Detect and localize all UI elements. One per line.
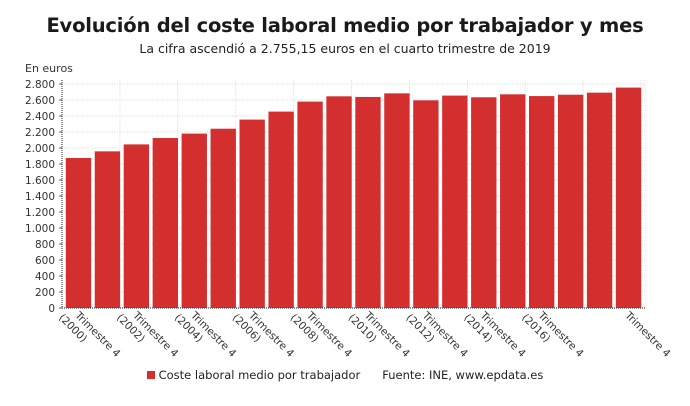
y-tick-label: 1.400 xyxy=(25,191,55,203)
y-tick-label: 800 xyxy=(35,239,55,251)
y-tick-label: 600 xyxy=(35,255,55,267)
y-tick-label: 2.800 xyxy=(25,79,55,91)
bar xyxy=(384,93,410,308)
x-tick-label: Trimestre 4(2010) xyxy=(346,309,413,360)
legend-swatch xyxy=(146,371,155,379)
chart-subtitle: La cifra ascendió a 2.755,15 euros en el… xyxy=(139,41,551,56)
bar xyxy=(123,144,150,308)
x-tick-label-line1: Trimestre 4 xyxy=(622,309,673,360)
y-tick-label: 0 xyxy=(48,303,55,315)
x-tick-label: Trimestre 4(2012) xyxy=(403,309,470,360)
y-tick-label: 2.000 xyxy=(25,143,55,155)
x-tick-label: Trimestre 4 xyxy=(622,309,673,360)
y-tick-label: 2.400 xyxy=(25,111,55,123)
bar xyxy=(181,133,207,308)
bar xyxy=(413,100,439,308)
y-tick-label: 400 xyxy=(35,271,55,283)
y-axis-label: En euros xyxy=(25,62,73,75)
bar xyxy=(239,119,265,308)
chart-title: Evolución del coste laboral medio por tr… xyxy=(46,14,644,37)
x-tick-label: Trimestre 4(2000) xyxy=(56,309,123,360)
bar xyxy=(297,101,323,308)
bar xyxy=(500,94,526,308)
bar xyxy=(210,128,236,308)
y-tick-label: 200 xyxy=(35,287,55,299)
x-tick-label: Trimestre 4(2008) xyxy=(288,309,355,360)
x-tick-label: Trimestre 4(2002) xyxy=(114,309,181,360)
bar xyxy=(442,95,468,308)
y-tick-label: 1.600 xyxy=(25,175,55,187)
x-tick-label: Trimestre 4(2016) xyxy=(519,309,586,360)
bar xyxy=(615,87,642,308)
bar xyxy=(326,96,352,308)
bar xyxy=(529,96,555,308)
bar xyxy=(471,97,497,308)
legend-label: Coste laboral medio por trabajador xyxy=(158,368,361,382)
x-tick-label: Trimestre 4(2004) xyxy=(172,309,239,360)
bar xyxy=(152,138,178,308)
legend: Coste laboral medio por trabajador Fuente… xyxy=(0,368,690,382)
y-tick-label: 1.000 xyxy=(25,223,55,235)
bar xyxy=(65,158,92,308)
y-tick-label: 1.200 xyxy=(25,207,55,219)
y-tick-label: 1.800 xyxy=(25,159,55,171)
bar xyxy=(586,92,613,308)
x-tick-label: Trimestre 4(2014) xyxy=(461,309,528,360)
source-note: Fuente: INE, www.epdata.es xyxy=(382,368,544,382)
bar xyxy=(94,151,121,308)
bar xyxy=(268,111,294,308)
bar xyxy=(355,96,381,309)
y-tick-label: 2.200 xyxy=(25,127,55,139)
y-tick-label: 2.600 xyxy=(25,95,55,107)
x-tick-label: Trimestre 4(2006) xyxy=(230,309,297,360)
bar xyxy=(557,94,584,308)
